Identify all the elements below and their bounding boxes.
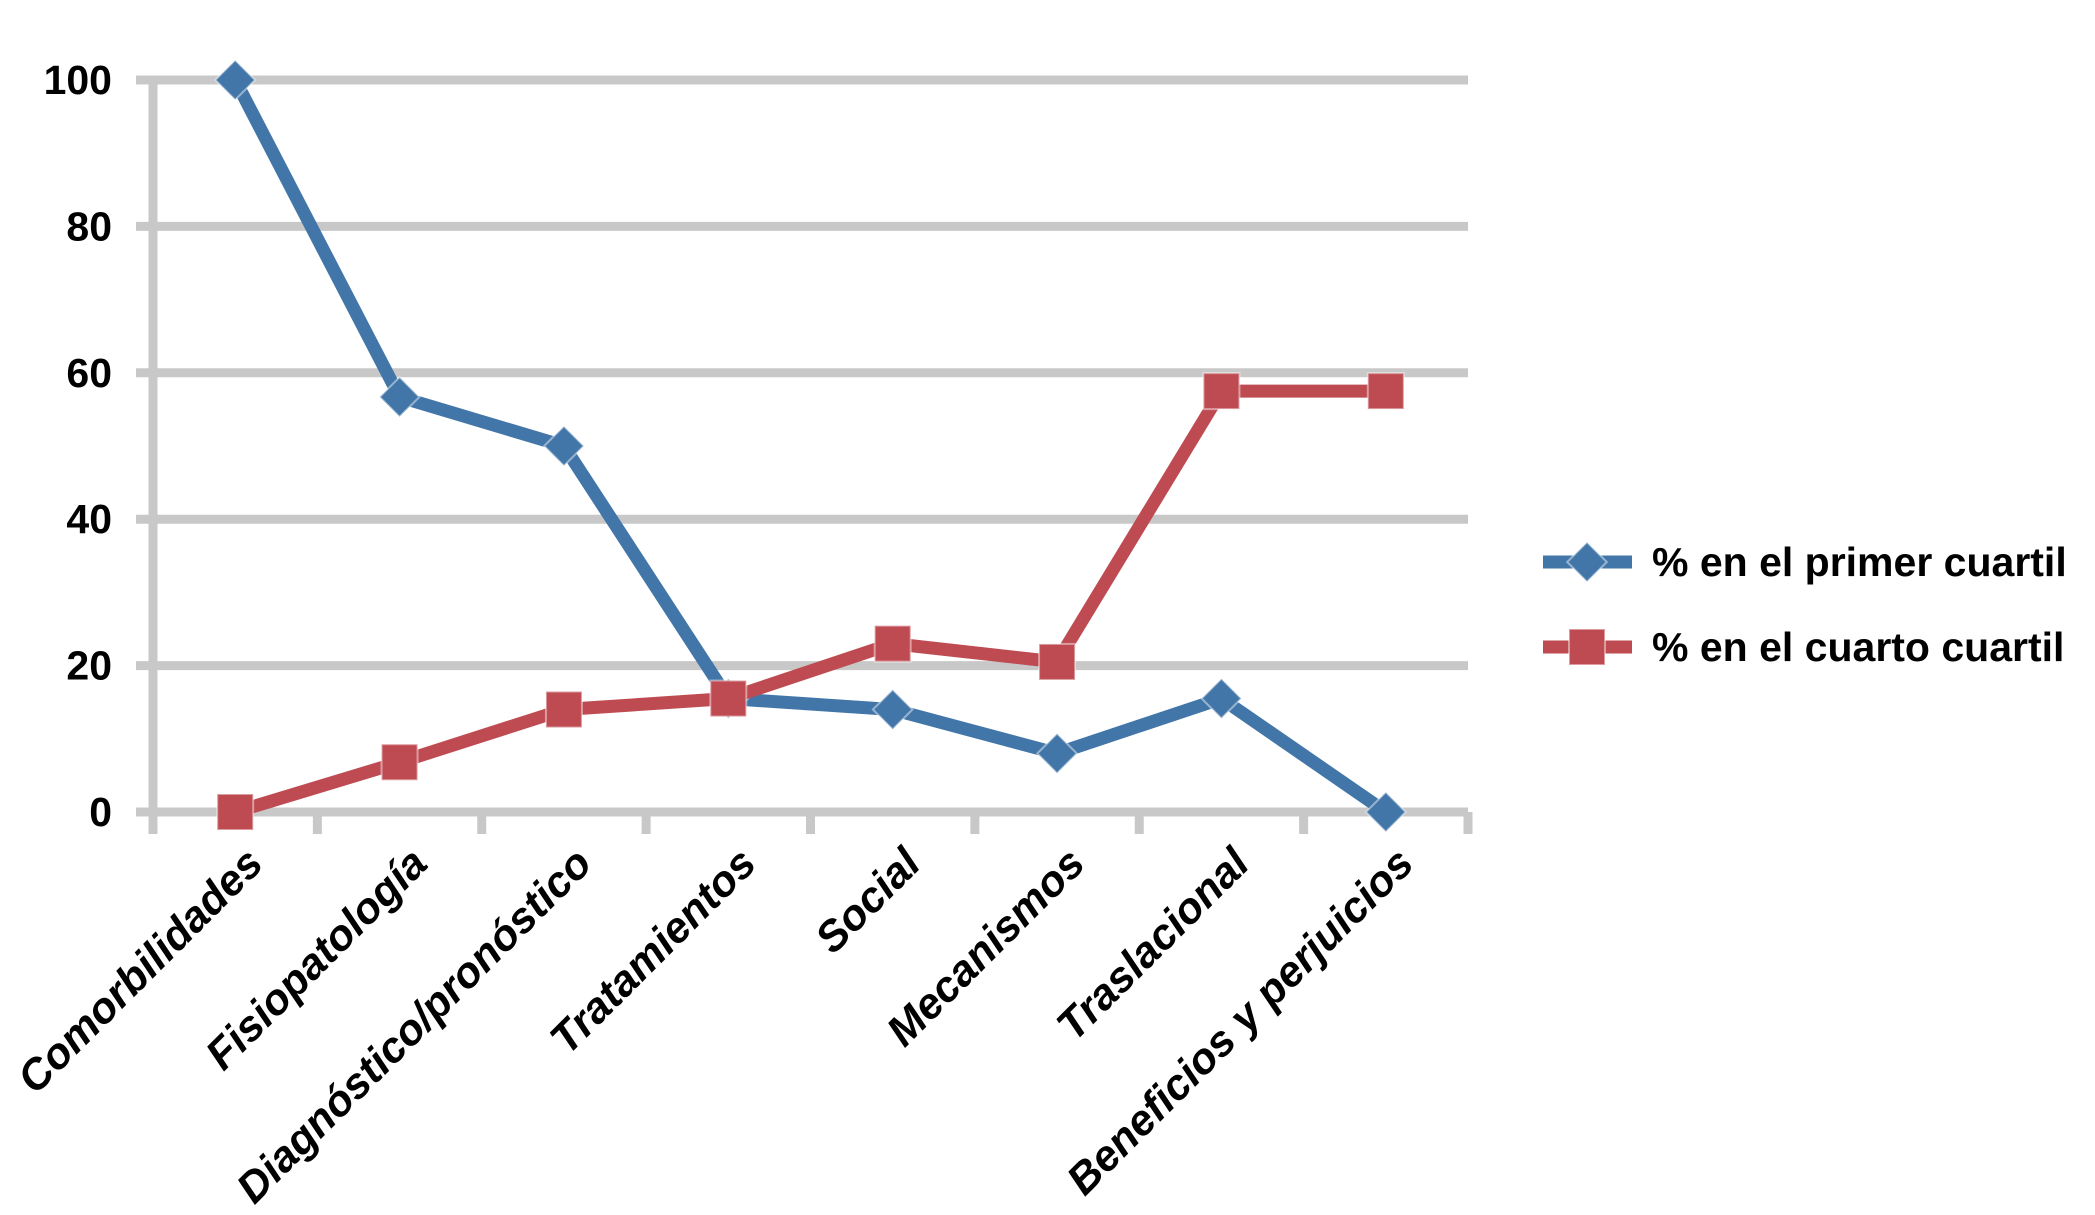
x-axis-category-label: Social: [806, 838, 930, 962]
legend-marker-square: [1568, 628, 1606, 666]
series-line: [228, 384, 1393, 819]
legend-item: % en el primer cuartil: [1543, 539, 2067, 585]
data-point-marker: [1035, 732, 1079, 775]
y-axis-tick-label: 80: [66, 203, 112, 249]
data-point-marker: [1038, 642, 1077, 681]
legend-label: % en el cuarto cuartil: [1652, 624, 2064, 670]
data-point-marker: [216, 793, 255, 831]
series-cuarto-cuartil: [216, 372, 1405, 831]
data-point-marker: [213, 58, 257, 102]
data-point-marker: [873, 624, 912, 663]
y-axis-tick-label: 0: [89, 789, 112, 835]
legend-item: % en el cuarto cuartil: [1543, 624, 2064, 670]
data-point-marker: [871, 688, 914, 731]
axes: [136, 75, 1473, 834]
data-point-marker: [1200, 677, 1243, 720]
y-axis-labels: 0 20 40 60 80 100: [44, 57, 112, 835]
legend-label: % en el primer cuartil: [1652, 539, 2067, 585]
y-axis-tick-label: 40: [66, 496, 112, 542]
data-point-marker: [1202, 372, 1241, 411]
data-point-marker: [1364, 790, 1408, 834]
legend-marker-diamond: [1565, 540, 1609, 584]
data-series: [213, 58, 1408, 834]
y-axis-tick-label: 60: [66, 350, 112, 396]
data-point-marker: [542, 424, 586, 468]
x-axis-category-label: Beneficios y perjuicios: [1058, 839, 1423, 1204]
y-axis-tick-label: 100: [44, 57, 112, 103]
data-point-marker: [378, 375, 421, 419]
series-primer-cuartil: [213, 58, 1408, 834]
legend: % en el primer cuartil % en el cuarto cua…: [1543, 539, 2067, 670]
x-axis-labels: ComorbilidadesFisiopatologíaDiagnóstico/…: [9, 838, 1423, 1212]
data-point-marker: [1366, 372, 1405, 411]
gridlines: [136, 75, 1468, 817]
data-point-marker: [709, 679, 748, 718]
data-point-marker: [380, 743, 419, 782]
data-point-marker: [544, 690, 583, 729]
y-axis-tick-label: 20: [66, 643, 112, 689]
series-line: [228, 73, 1393, 819]
